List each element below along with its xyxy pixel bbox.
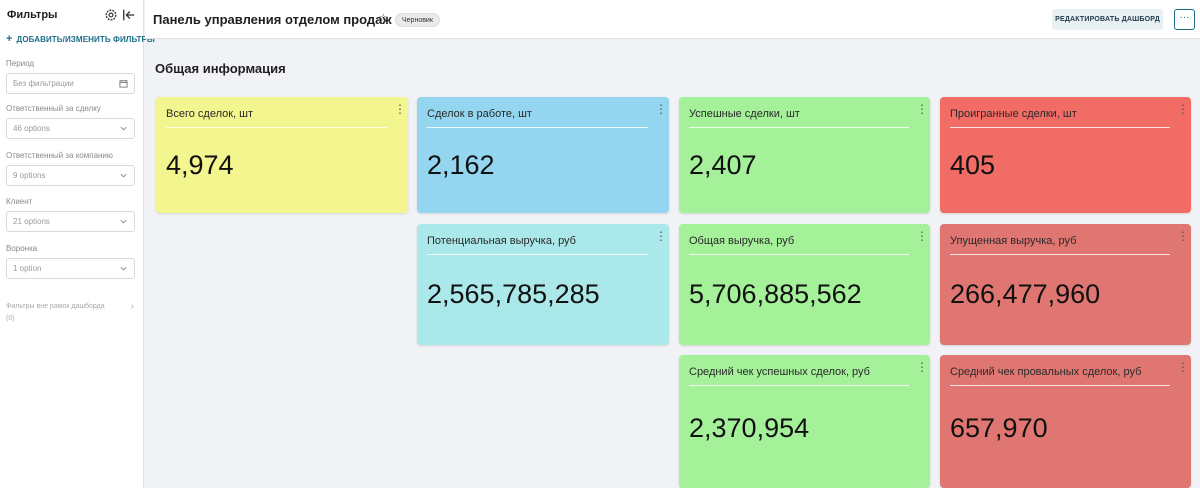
funnel-select[interactable]: 1 option — [6, 258, 135, 279]
outside-filters-label: Фильтры вне рамок дашборда — [6, 303, 105, 310]
kebab-menu-icon[interactable]: ⋮ — [1177, 360, 1189, 374]
filter-label-company-owner: Ответственный за компанию — [6, 151, 113, 160]
card-divider — [950, 385, 1170, 386]
outside-filters-count: (0) — [6, 315, 15, 322]
card-title: Потенциальная выручка, руб — [427, 235, 576, 247]
card-divider — [689, 254, 909, 255]
deal-owner-value: 46 options — [13, 124, 50, 133]
kebab-menu-icon[interactable]: ⋮ — [916, 102, 928, 116]
metric-card-potential-revenue: Потенциальная выручка, руб ⋮ 2,565,785,2… — [417, 224, 669, 345]
chevron-down-icon — [120, 219, 127, 224]
metric-card-avg-successful-check: Средний чек успешных сделок, руб ⋮ 2,370… — [679, 355, 930, 488]
card-value: 2,407 — [689, 150, 757, 180]
card-value: 2,565,785,285 — [427, 279, 600, 309]
card-title: Средний чек успешных сделок, руб — [689, 366, 870, 378]
card-divider — [689, 385, 909, 386]
filter-label-client: Клиент — [6, 197, 33, 206]
filter-label-funnel: Воронка — [6, 244, 38, 253]
client-select[interactable]: 21 options — [6, 211, 135, 232]
card-value: 657,970 — [950, 413, 1048, 443]
metric-card-deals-in-progress: Сделок в работе, шт ⋮ 2,162 — [417, 97, 669, 213]
card-title: Проигранные сделки, шт — [950, 108, 1077, 120]
sidebar-title: Фильтры — [7, 9, 58, 21]
card-value: 5,706,885,562 — [689, 279, 862, 309]
add-filters-label: ДОБАВИТЬ/ИЗМЕНИТЬ ФИЛЬТРЫ — [16, 35, 155, 44]
card-divider — [166, 127, 387, 128]
card-value: 266,477,960 — [950, 279, 1101, 309]
card-value: 2,162 — [427, 150, 495, 180]
chevron-down-icon — [120, 266, 127, 271]
card-value: 405 — [950, 150, 996, 180]
period-filter-value: Без фильтрации — [13, 79, 74, 88]
company-owner-value: 9 options — [13, 171, 46, 180]
filter-label-deal-owner: Ответственный за сделку — [6, 104, 101, 113]
card-divider — [950, 254, 1170, 255]
metric-card-avg-failed-check: Средний чек провальных сделок, руб ⋮ 657… — [940, 355, 1191, 488]
gear-icon[interactable] — [104, 8, 118, 22]
kebab-menu-icon[interactable]: ⋮ — [394, 102, 406, 116]
kebab-menu-icon[interactable]: ⋮ — [1177, 229, 1189, 243]
metric-card-lost-deals: Проигранные сделки, шт ⋮ 405 — [940, 97, 1191, 213]
calendar-icon — [119, 79, 128, 88]
add-edit-filters-button[interactable]: + ДОБАВИТЬ/ИЗМЕНИТЬ ФИЛЬТРЫ — [6, 33, 155, 45]
dashboard-header: Панель управления отделом продаж ☆ Черно… — [145, 0, 1200, 39]
period-filter-input[interactable]: Без фильтрации — [6, 73, 135, 94]
card-value: 4,974 — [166, 150, 234, 180]
card-divider — [427, 127, 648, 128]
chevron-down-icon — [120, 173, 127, 178]
filter-label-period: Период — [6, 59, 35, 68]
outside-filters-section[interactable]: Фильтры вне рамок дашборда (0) › — [6, 301, 134, 325]
edit-dashboard-button[interactable]: РЕДАКТИРОВАТЬ ДАШБОРД — [1052, 9, 1163, 30]
kebab-menu-icon[interactable]: ⋮ — [1177, 102, 1189, 116]
client-value: 21 options — [13, 217, 50, 226]
kebab-menu-icon[interactable]: ⋮ — [655, 102, 667, 116]
deal-owner-select[interactable]: 46 options — [6, 118, 135, 139]
section-title: Общая информация — [155, 61, 286, 76]
page-title: Панель управления отделом продаж — [153, 12, 392, 27]
funnel-value: 1 option — [13, 264, 42, 273]
card-divider — [689, 127, 909, 128]
card-title: Средний чек провальных сделок, руб — [950, 366, 1142, 378]
card-title: Упущенная выручка, руб — [950, 235, 1077, 247]
sidebar-header: Фильтры — [7, 9, 137, 23]
card-title: Всего сделок, шт — [166, 108, 254, 120]
plus-icon: + — [6, 33, 13, 45]
chevron-right-icon: › — [130, 301, 134, 312]
kebab-menu-icon[interactable]: ⋮ — [655, 229, 667, 243]
company-owner-select[interactable]: 9 options — [6, 165, 135, 186]
status-badge: Черновик — [395, 13, 440, 27]
card-title: Общая выручка, руб — [689, 235, 795, 247]
card-title: Успешные сделки, шт — [689, 108, 800, 120]
card-title: Сделок в работе, шт — [427, 108, 532, 120]
collapse-sidebar-icon[interactable] — [122, 8, 136, 22]
card-value: 2,370,954 — [689, 413, 810, 443]
filters-sidebar: Фильтры + ДОБАВИТЬ/ИЗМЕНИТЬ ФИЛЬТРЫ Перио… — [0, 0, 155, 488]
card-divider — [427, 254, 648, 255]
star-icon[interactable]: ☆ — [378, 11, 389, 25]
more-options-button[interactable]: ··· — [1174, 9, 1195, 30]
metric-card-successful-deals: Успешные сделки, шт ⋮ 2,407 — [679, 97, 930, 213]
metric-card-total-revenue: Общая выручка, руб ⋮ 5,706,885,562 — [679, 224, 930, 345]
kebab-menu-icon[interactable]: ⋮ — [916, 360, 928, 374]
kebab-menu-icon[interactable]: ⋮ — [916, 229, 928, 243]
card-divider — [950, 127, 1170, 128]
metric-card-total-deals: Всего сделок, шт ⋮ 4,974 — [156, 97, 408, 213]
chevron-down-icon — [120, 126, 127, 131]
metric-card-lost-revenue: Упущенная выручка, руб ⋮ 266,477,960 — [940, 224, 1191, 345]
